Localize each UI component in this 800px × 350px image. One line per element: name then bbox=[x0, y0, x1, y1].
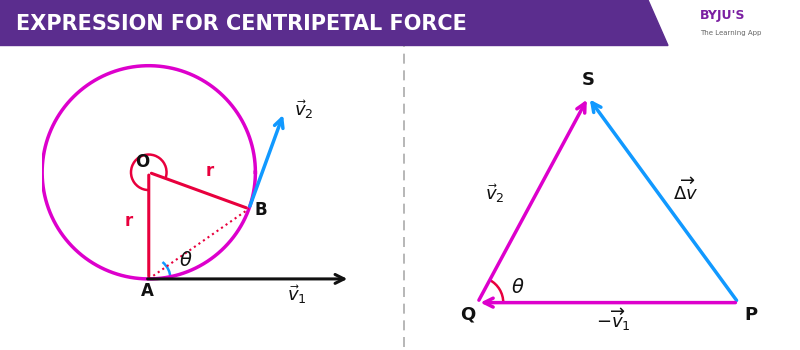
Text: $\vec{v}_2$: $\vec{v}_2$ bbox=[486, 182, 505, 205]
Text: $\overrightarrow{\Delta v}$: $\overrightarrow{\Delta v}$ bbox=[673, 177, 698, 204]
Polygon shape bbox=[0, 0, 668, 46]
Text: r: r bbox=[205, 162, 214, 180]
Text: r: r bbox=[125, 212, 134, 230]
Text: $\vec{v}_2$: $\vec{v}_2$ bbox=[294, 98, 313, 121]
Text: P: P bbox=[745, 306, 758, 324]
Text: BYJU'S: BYJU'S bbox=[700, 9, 746, 22]
Text: S: S bbox=[582, 71, 594, 90]
Text: Q: Q bbox=[460, 306, 475, 324]
Text: The Learning App: The Learning App bbox=[700, 30, 762, 36]
Text: EXPRESSION FOR CENTRIPETAL FORCE: EXPRESSION FOR CENTRIPETAL FORCE bbox=[16, 14, 467, 34]
Text: $\theta$: $\theta$ bbox=[178, 251, 192, 270]
Text: $\overrightarrow{-v_1}$: $\overrightarrow{-v_1}$ bbox=[596, 306, 630, 333]
Text: B: B bbox=[254, 201, 267, 219]
Text: A: A bbox=[141, 282, 154, 300]
Text: O: O bbox=[135, 153, 150, 171]
Text: $\theta$: $\theta$ bbox=[510, 278, 524, 297]
Text: $\vec{v}_1$: $\vec{v}_1$ bbox=[287, 283, 306, 306]
